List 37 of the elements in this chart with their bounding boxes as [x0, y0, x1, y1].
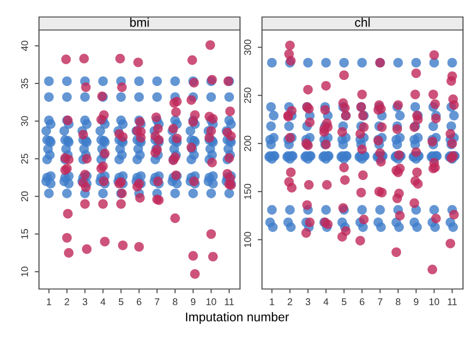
y-tick-label: 35	[21, 78, 28, 88]
y-tick-label: 150	[244, 184, 252, 199]
x-tick-label: 10	[429, 298, 440, 306]
y-tick-label: 25	[21, 154, 28, 164]
x-tick-label: 6	[136, 298, 142, 306]
y-tick-label: 30	[21, 116, 28, 126]
x-tick-label: 3	[306, 298, 310, 306]
y-tick-label: 250	[244, 88, 252, 104]
x-tick-label: 2	[288, 298, 292, 306]
x-tick-label: 1	[270, 298, 274, 306]
y-tick-label: 10	[21, 266, 28, 276]
chart-title: bmi	[130, 18, 149, 27]
x-tick-label: 11	[224, 298, 234, 306]
x-tick-label: 5	[118, 298, 124, 306]
y-tick-label: 200	[244, 136, 252, 152]
x-tick-label: 8	[172, 298, 178, 306]
x-tick-label: 5	[342, 298, 346, 306]
x-tick-label: 4	[100, 298, 106, 306]
x-tick-label: 10	[206, 298, 216, 306]
x-tick-label: 9	[414, 298, 418, 306]
x-tick-label: 8	[396, 298, 400, 306]
x-tick-label: 11	[448, 298, 457, 306]
y-tick-label: 100	[244, 232, 252, 248]
y-tick-label: 15	[21, 229, 28, 239]
x-tick-label: 6	[360, 298, 364, 306]
x-tick-label: 3	[82, 298, 88, 306]
y-tick-label: 40	[21, 40, 28, 51]
y-tick-label: 20	[21, 191, 28, 202]
x-tick-label: 4	[324, 298, 328, 306]
x-tick-label: 7	[154, 298, 160, 306]
x-tick-label: 1	[46, 298, 52, 306]
x-tick-label: 2	[64, 298, 70, 306]
x-axis-title: Imputation number	[186, 312, 289, 324]
x-tick-label: 7	[378, 298, 382, 306]
y-tick-label: 300	[244, 40, 252, 56]
x-tick-label: 9	[190, 298, 196, 306]
chart-title: chl	[355, 18, 370, 27]
